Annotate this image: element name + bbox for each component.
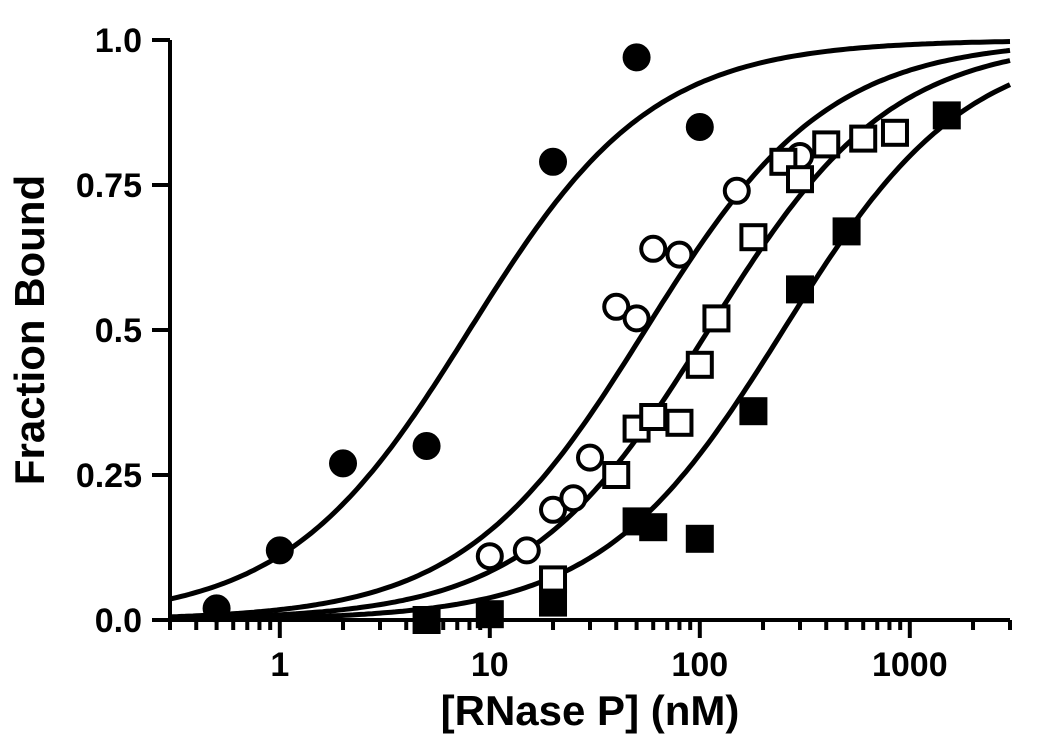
x-axis-title: [RNase P] (nM) [441,687,740,734]
marker-open-circle [478,544,502,568]
marker-open-square [604,463,628,487]
marker-open-circle [641,237,665,261]
marker-open-square [667,411,691,435]
marker-filled-square [688,527,712,551]
marker-open-square [704,306,728,330]
marker-filled-circle [688,115,712,139]
binding-curve-chart: 1 10 100 1000 0.0 0.25 0.5 0.75 1.0 [RNase P] (nM… [0,0,1050,739]
y-tick-label: 0.5 [95,312,142,350]
x-tick-label: 1 [270,646,289,684]
marker-filled-circle [625,45,649,69]
marker-filled-square [641,515,665,539]
marker-open-square [688,353,712,377]
y-tick-label: 1.0 [95,22,142,60]
marker-filled-circle [541,150,565,174]
marker-open-square [883,121,907,145]
x-tick-label: 100 [671,646,728,684]
y-tick-label: 0.75 [76,167,142,205]
marker-open-circle [578,446,602,470]
marker-open-circle [625,306,649,330]
marker-open-square [541,567,565,591]
marker-filled-circle [268,538,292,562]
marker-filled-square [415,608,439,632]
marker-filled-circle [331,451,355,475]
marker-filled-square [541,591,565,615]
marker-filled-square [788,277,812,301]
chart-container: 1 10 100 1000 0.0 0.25 0.5 0.75 1.0 [RNase P] (nM… [0,0,1050,739]
y-tick-label: 0.25 [76,457,142,495]
marker-filled-circle [415,434,439,458]
marker-open-square [788,167,812,191]
marker-filled-circle [205,596,229,620]
x-tick-label: 10 [471,646,509,684]
marker-open-square [641,405,665,429]
y-axis-title: Fraction Bound [6,175,53,485]
marker-filled-square [478,602,502,626]
marker-open-circle [725,179,749,203]
marker-open-circle [515,538,539,562]
marker-filled-square [835,219,859,243]
y-tick-label: 0.0 [95,602,142,640]
marker-open-square [741,225,765,249]
marker-open-square [851,127,875,151]
marker-open-circle [667,243,691,267]
marker-open-circle [561,486,585,510]
marker-open-square [814,132,838,156]
marker-filled-square [935,103,959,127]
x-tick-label: 1000 [872,646,948,684]
marker-filled-square [741,399,765,423]
